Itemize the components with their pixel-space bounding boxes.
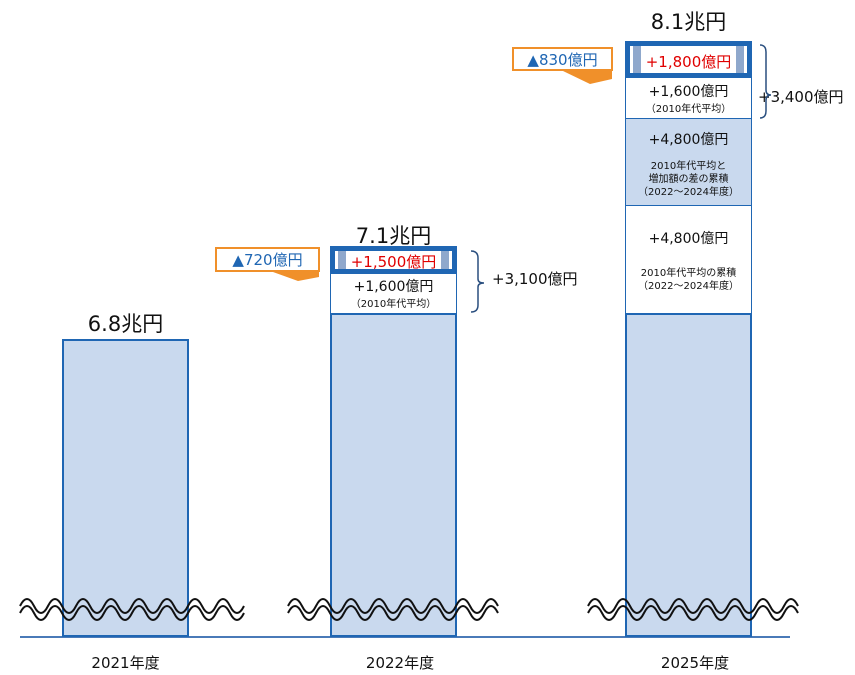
axis-break-2022 <box>287 598 499 621</box>
segment-2025-avg-increase-note: （2010年代平均） <box>645 104 732 115</box>
category-label-2022: 2022年度 <box>365 654 435 672</box>
bar-2022-base <box>330 313 457 637</box>
x-axis-line <box>20 636 790 638</box>
segment-2022-top-increase-value: +1,500億円 <box>350 253 437 271</box>
segment-2025-avg-cumulative-value: +4,800億円 <box>648 231 729 247</box>
reduction-value-2025: ▲830億円 <box>527 50 598 69</box>
reduction-arrow-2025 <box>563 71 612 84</box>
segment-2025-gap-cumulative: +4,800億円 2010年代平均と 増加額の差の累積 （2022～2024年度… <box>625 118 752 206</box>
axis-break-2025 <box>587 598 799 621</box>
segment-2025-gap-cumulative-note-2: 増加額の差の累積 <box>648 174 729 185</box>
bracket-total-2025: +3,400億円 <box>758 88 844 106</box>
category-label-2021: 2021年度 <box>91 654 160 672</box>
bracket-2022 <box>470 250 485 313</box>
bracket-total-2022: +3,100億円 <box>492 270 578 288</box>
segment-2025-top-increase-value: +1,800億円 <box>645 53 732 71</box>
bar-2025-base <box>625 313 752 637</box>
category-label-2025: 2025年度 <box>660 654 730 672</box>
segment-2022-top-increase: +1,500億円 <box>330 246 457 274</box>
segment-2025-avg-cumulative-note-2: （2022～2024年度） <box>638 281 739 292</box>
bar-2021 <box>62 339 189 637</box>
reduction-arrow-2022 <box>273 272 319 281</box>
total-label-2022: 7.1兆円 <box>355 224 432 248</box>
segment-2025-gap-cumulative-note-3: （2022～2024年度） <box>638 187 739 198</box>
segment-2022-avg-increase: +1,600億円 （2010年代平均） <box>330 272 457 314</box>
segment-2025-top-increase: +1,800億円 <box>625 41 752 78</box>
segment-2022-avg-increase-value: +1,600億円 <box>353 279 434 295</box>
reduction-value-2022: ▲720億円 <box>232 251 303 269</box>
segment-2025-gap-cumulative-note-1: 2010年代平均と <box>650 161 727 172</box>
segment-2025-avg-increase-value: +1,600億円 <box>648 84 729 100</box>
reduction-box-2025: ▲830億円 <box>512 47 613 71</box>
segment-2025-avg-cumulative: +4,800億円 2010年代平均の累積 （2022～2024年度） <box>625 205 752 314</box>
segment-2022-avg-increase-note: （2010年代平均） <box>350 299 437 310</box>
segment-2025-gap-cumulative-value: +4,800億円 <box>648 132 729 148</box>
total-label-2021: 6.8兆円 <box>87 312 164 336</box>
reduction-box-2022: ▲720億円 <box>215 247 320 272</box>
segment-2025-avg-cumulative-note-1: 2010年代平均の累積 <box>640 268 737 279</box>
axis-break-2021 <box>19 598 245 621</box>
total-label-2025: 8.1兆円 <box>650 10 727 34</box>
bracket-2025 <box>759 44 772 119</box>
